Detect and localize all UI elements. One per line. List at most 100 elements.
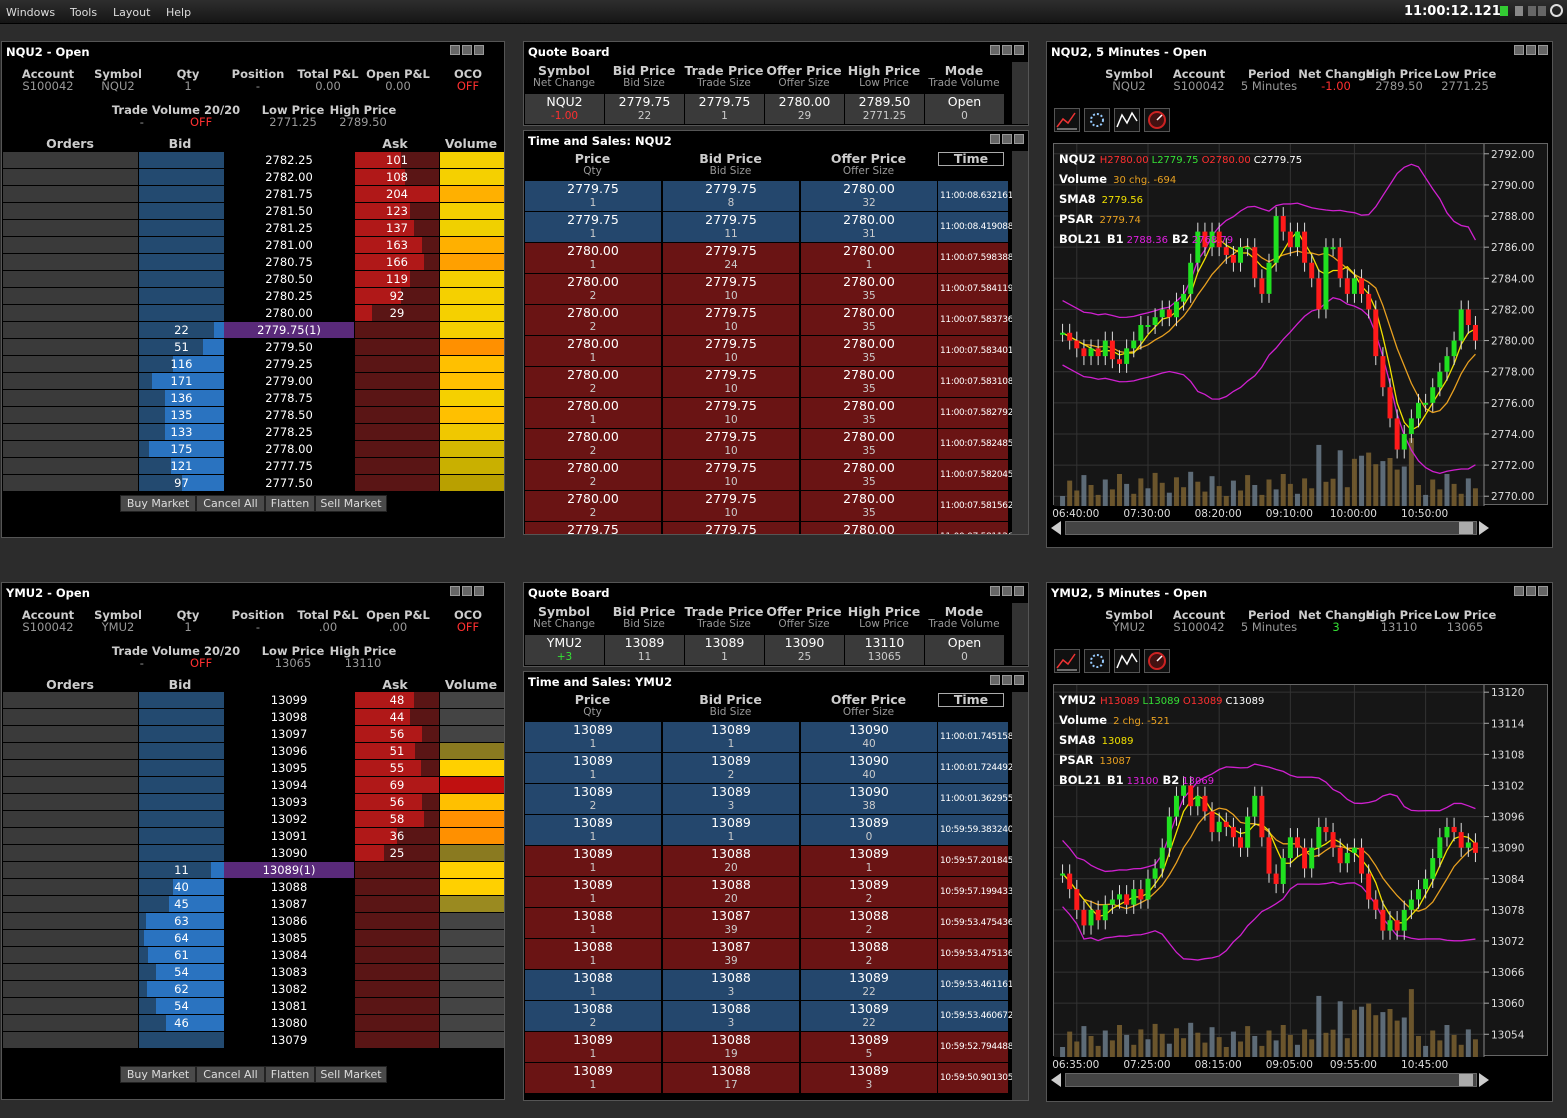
window-restore-icon[interactable] xyxy=(1002,675,1012,685)
orders-cell[interactable] xyxy=(3,1015,138,1031)
window-close-icon[interactable] xyxy=(1538,45,1548,55)
window-close-icon[interactable] xyxy=(1538,586,1548,596)
ts-header[interactable]: Time xyxy=(938,693,1004,707)
flatten-button[interactable]: Flatten xyxy=(265,495,315,512)
orders-cell[interactable] xyxy=(3,407,138,423)
window-restore-icon[interactable] xyxy=(1526,586,1536,596)
bid-cell[interactable] xyxy=(139,777,224,793)
ask-cell[interactable]: 56 xyxy=(355,726,439,742)
bid-cell[interactable]: 171 xyxy=(139,373,224,389)
bid-cell[interactable] xyxy=(139,220,224,236)
orders-cell[interactable] xyxy=(3,458,138,474)
orders-cell[interactable] xyxy=(3,424,138,440)
orders-cell[interactable] xyxy=(3,237,138,253)
bid-cell[interactable]: 46 xyxy=(139,1015,224,1031)
orders-cell[interactable] xyxy=(3,169,138,185)
orders-cell[interactable] xyxy=(3,964,138,980)
window-min-icon[interactable] xyxy=(990,45,1000,55)
orders-cell[interactable] xyxy=(3,896,138,912)
lock-icon[interactable] xyxy=(1515,6,1523,16)
window-restore-icon[interactable] xyxy=(1002,134,1012,144)
bid-cell[interactable] xyxy=(139,305,224,321)
window-close-icon[interactable] xyxy=(474,45,484,55)
window-restore-icon[interactable] xyxy=(1002,586,1012,596)
orders-cell[interactable] xyxy=(3,271,138,287)
bid-cell[interactable]: 54 xyxy=(139,998,224,1014)
bid-cell[interactable] xyxy=(139,254,224,270)
bid-cell[interactable]: 135 xyxy=(139,407,224,423)
ask-cell[interactable] xyxy=(355,475,439,491)
bid-cell[interactable] xyxy=(139,709,224,725)
bid-cell[interactable] xyxy=(139,237,224,253)
orders-cell[interactable] xyxy=(3,726,138,742)
ask-cell[interactable] xyxy=(355,373,439,389)
ask-cell[interactable] xyxy=(355,879,439,895)
sell-market-button[interactable]: Sell Market xyxy=(315,495,387,512)
ask-cell[interactable]: 36 xyxy=(355,828,439,844)
bid-cell[interactable] xyxy=(139,152,224,168)
draw-tool-icon[interactable] xyxy=(1114,649,1140,673)
bid-cell[interactable]: 133 xyxy=(139,424,224,440)
chart-type-icon[interactable] xyxy=(1054,649,1080,673)
bid-cell[interactable] xyxy=(139,271,224,287)
cancel-all-button[interactable]: Cancel All xyxy=(196,495,265,512)
bid-cell[interactable]: 136 xyxy=(139,390,224,406)
window-min-icon[interactable] xyxy=(990,675,1000,685)
window-close-icon[interactable] xyxy=(1014,586,1024,596)
bid-cell[interactable] xyxy=(139,169,224,185)
quote-cell[interactable]: 2780.00 29 xyxy=(765,94,844,124)
bid-cell[interactable]: 45 xyxy=(139,896,224,912)
orders-cell[interactable] xyxy=(3,828,138,844)
sound-icon[interactable] xyxy=(1528,6,1536,16)
chart-scrollbar[interactable] xyxy=(1065,521,1477,535)
window-close-icon[interactable] xyxy=(474,586,484,596)
ask-cell[interactable] xyxy=(355,1032,439,1048)
ask-cell[interactable] xyxy=(355,339,439,355)
indicator-icon[interactable] xyxy=(1084,108,1110,132)
scroll-thumb[interactable] xyxy=(1459,522,1473,534)
bid-cell[interactable]: 64 xyxy=(139,930,224,946)
ask-cell[interactable] xyxy=(355,862,439,878)
ask-cell[interactable]: 58 xyxy=(355,811,439,827)
orders-cell[interactable] xyxy=(3,373,138,389)
ask-cell[interactable] xyxy=(355,896,439,912)
window-min-icon[interactable] xyxy=(990,134,1000,144)
orders-cell[interactable] xyxy=(3,760,138,776)
ask-cell[interactable]: 123 xyxy=(355,203,439,219)
quote-cell[interactable]: 13110 13065 xyxy=(845,635,924,665)
ask-cell[interactable]: 56 xyxy=(355,794,439,810)
bid-cell[interactable]: 11 xyxy=(139,862,224,878)
quote-cell[interactable]: 13090 25 xyxy=(765,635,844,665)
bid-cell[interactable]: 22 xyxy=(139,322,224,338)
ask-cell[interactable] xyxy=(355,1015,439,1031)
buy-market-button[interactable]: Buy Market xyxy=(120,495,196,512)
ask-cell[interactable] xyxy=(355,913,439,929)
orders-cell[interactable] xyxy=(3,862,138,878)
quote-cell[interactable]: 13089 1 xyxy=(685,635,764,665)
scroll-left-icon[interactable] xyxy=(1051,521,1061,535)
scrollbar[interactable] xyxy=(1012,603,1028,665)
layout-icon[interactable] xyxy=(1538,6,1546,16)
flatten-button[interactable]: Flatten xyxy=(265,1066,315,1083)
bid-cell[interactable] xyxy=(139,760,224,776)
scroll-right-icon[interactable] xyxy=(1479,521,1489,535)
ask-cell[interactable]: 55 xyxy=(355,760,439,776)
ask-cell[interactable] xyxy=(355,964,439,980)
ask-cell[interactable]: 29 xyxy=(355,305,439,321)
bid-cell[interactable] xyxy=(139,186,224,202)
gauge-icon[interactable] xyxy=(1144,108,1170,132)
orders-cell[interactable] xyxy=(3,794,138,810)
bid-cell[interactable] xyxy=(139,811,224,827)
quote-cell[interactable]: 2779.75 22 xyxy=(605,94,684,124)
bid-cell[interactable]: 175 xyxy=(139,441,224,457)
window-min-icon[interactable] xyxy=(1514,586,1524,596)
orders-cell[interactable] xyxy=(3,947,138,963)
quote-cell[interactable]: 2789.50 2771.25 xyxy=(845,94,924,124)
ask-cell[interactable] xyxy=(355,407,439,423)
bid-cell[interactable]: 51 xyxy=(139,339,224,355)
ask-cell[interactable] xyxy=(355,390,439,406)
scroll-thumb[interactable] xyxy=(1459,1074,1473,1086)
scroll-left-icon[interactable] xyxy=(1051,1073,1061,1087)
ask-cell[interactable]: 204 xyxy=(355,186,439,202)
orders-cell[interactable] xyxy=(3,441,138,457)
